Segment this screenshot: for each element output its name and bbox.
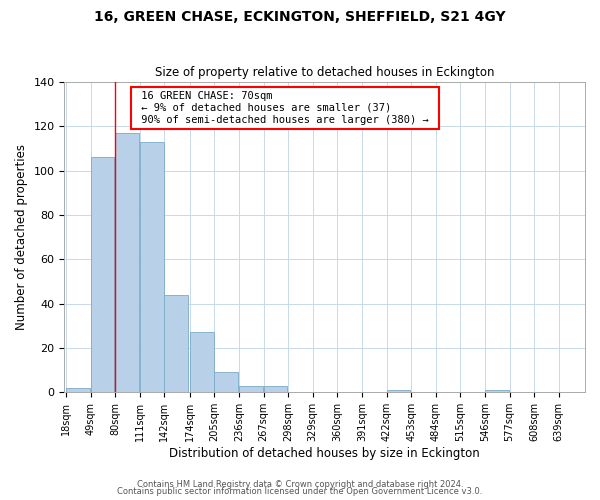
Text: 16 GREEN CHASE: 70sqm
 ← 9% of detached houses are smaller (37)
 90% of semi-det: 16 GREEN CHASE: 70sqm ← 9% of detached h… <box>134 92 434 124</box>
Bar <box>140 142 164 392</box>
Bar <box>190 332 214 392</box>
Text: Contains HM Land Registry data © Crown copyright and database right 2024.: Contains HM Land Registry data © Crown c… <box>137 480 463 489</box>
Bar <box>214 372 238 392</box>
Bar <box>239 386 263 392</box>
Bar <box>386 390 410 392</box>
Bar <box>66 388 90 392</box>
Bar <box>263 386 287 392</box>
Bar <box>485 390 509 392</box>
Bar <box>115 133 139 392</box>
Y-axis label: Number of detached properties: Number of detached properties <box>15 144 28 330</box>
Title: Size of property relative to detached houses in Eckington: Size of property relative to detached ho… <box>155 66 494 80</box>
Bar <box>164 294 188 392</box>
Text: Contains public sector information licensed under the Open Government Licence v3: Contains public sector information licen… <box>118 487 482 496</box>
Text: 16, GREEN CHASE, ECKINGTON, SHEFFIELD, S21 4GY: 16, GREEN CHASE, ECKINGTON, SHEFFIELD, S… <box>94 10 506 24</box>
Bar <box>91 158 115 392</box>
X-axis label: Distribution of detached houses by size in Eckington: Distribution of detached houses by size … <box>169 447 480 460</box>
